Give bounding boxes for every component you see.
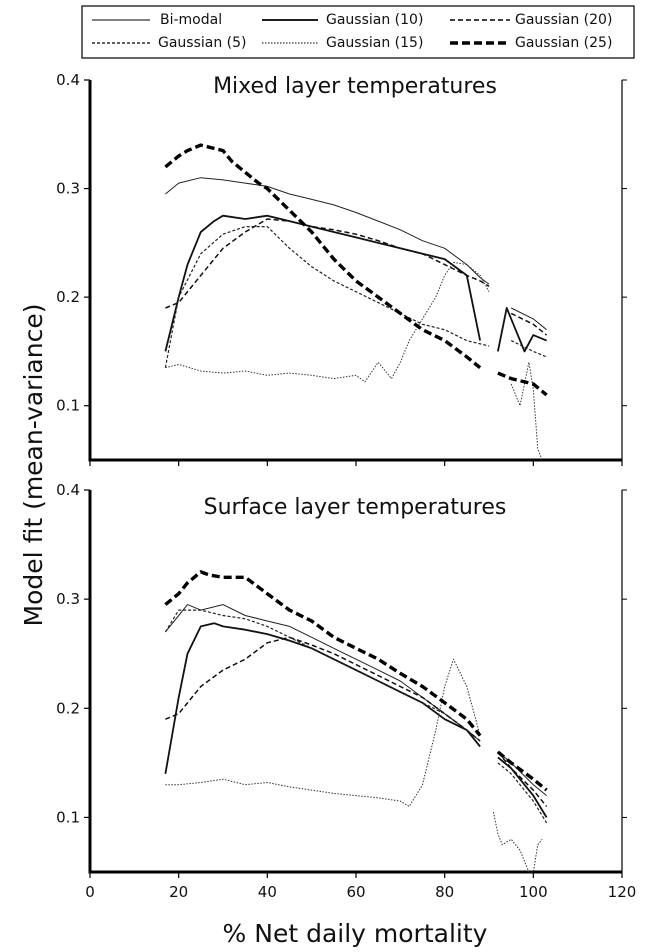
x-tick-label: 20: [169, 883, 188, 901]
series-line-gaussian-20: [165, 218, 548, 336]
series-line-gaussian-25: [164, 570, 548, 792]
panel-surface-layer: Surface layer temperatures 0.1 0.2 0.3 0.4 0…: [56, 481, 636, 901]
panel-title: Mixed layer temperatures: [213, 74, 497, 99]
series-line-gaussian-10: [164, 214, 547, 353]
y-tick-label: 0.1: [56, 808, 80, 826]
series-line-bi-modal: [165, 604, 547, 796]
y-tick-label: 0.3: [56, 590, 80, 608]
x-tick-label: 40: [258, 883, 277, 901]
legend-label: Bi-modal: [160, 12, 222, 28]
y-tick-label: 0.4: [56, 481, 80, 499]
x-tick-label: 0: [85, 883, 95, 901]
legend-label: Gaussian (15): [326, 35, 423, 51]
series-line-gaussian-20: [165, 636, 548, 807]
series-line-gaussian-10: [164, 622, 548, 818]
panel-mixed-layer: Mixed layer temperatures 0.1 0.2 0.3 0.4: [56, 71, 627, 466]
legend-label: Gaussian (10): [326, 12, 423, 28]
series-line-gaussian-15: [165, 658, 543, 873]
legend: Bi-modal Gaussian (10) Gaussian (20) Gaussi…: [81, 5, 635, 59]
x-tick-label: 120: [608, 883, 637, 901]
x-tick-label: 60: [346, 883, 365, 901]
x-tick-label: 80: [435, 883, 454, 901]
y-tick-label: 0.2: [56, 288, 80, 306]
y-axis-title: Model fit (mean-variance): [19, 304, 48, 627]
series-line-bi-modal: [165, 177, 547, 331]
series-line-gaussian-5: [164, 609, 548, 824]
x-axis-title: % Net daily mortality: [223, 919, 488, 948]
y-tick-label: 0.4: [56, 71, 80, 89]
legend-label: Gaussian (25): [515, 35, 612, 51]
x-tick-label: 100: [519, 883, 548, 901]
legend-label: Gaussian (5): [158, 35, 247, 51]
y-tick-label: 0.2: [56, 699, 80, 717]
series-line-gaussian-5: [164, 226, 547, 368]
legend-box: [81, 5, 635, 59]
series-line-gaussian-25: [164, 143, 548, 397]
y-tick-label: 0.3: [56, 180, 80, 198]
panel-title: Surface layer temperatures: [204, 495, 507, 520]
y-tick-label: 0.1: [56, 397, 80, 415]
legend-label: Gaussian (20): [515, 12, 612, 28]
series-line-gaussian-15: [165, 261, 543, 461]
